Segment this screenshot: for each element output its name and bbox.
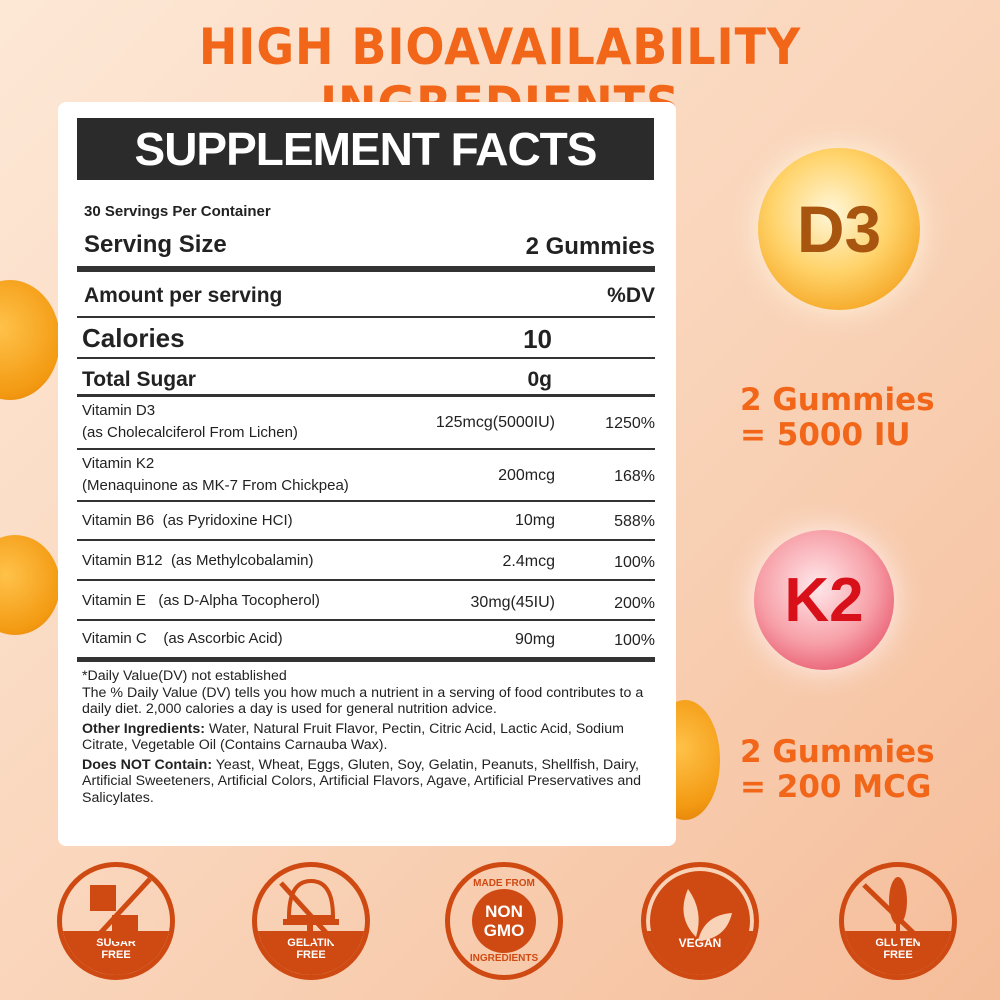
gluten-free-badge: GLUTENFREE	[839, 862, 957, 980]
nutrient-dv: 100%	[614, 632, 655, 649]
divider	[77, 448, 655, 450]
nutrient-name: Vitamin B6 (as Pyridoxine HCI)	[82, 512, 293, 529]
footnote-text: The % Daily Value (DV) tells you how muc…	[82, 684, 644, 718]
nutrient-name: Vitamin K2	[82, 455, 155, 472]
k2-sphere: K2	[754, 530, 894, 670]
divider	[77, 539, 655, 541]
sugar-label: Total Sugar	[82, 368, 196, 391]
servings-per-container: 30 Servings Per Container	[84, 203, 271, 220]
nutrient-name: Vitamin E (as D-Alpha Tocopherol)	[82, 592, 320, 609]
divider	[77, 316, 655, 318]
nutrient-dv: 200%	[614, 595, 655, 612]
sugar-value: 0g	[527, 368, 552, 391]
does-not-contain: Does NOT Contain: Yeast, Wheat, Eggs, Gl…	[82, 757, 662, 807]
nutrient-name: Vitamin D3	[82, 402, 156, 419]
sugar-cubes-crossed-icon	[80, 877, 152, 955]
orange-fruit-image	[0, 280, 60, 400]
nutrient-source: (Menaquinone as MK-7 From Chickpea)	[82, 477, 349, 494]
d3-dosage-line1: 2 Gummies	[740, 382, 935, 418]
badge-text: FREE	[296, 949, 326, 961]
gelatin-crossed-icon	[279, 878, 343, 951]
other-ingredients-label: Other Ingredients:	[82, 720, 205, 737]
nutrient-name: Vitamin C (as Ascorbic Acid)	[82, 630, 283, 647]
d3-dosage-line2: = 5000 IU	[740, 417, 911, 453]
serving-size-value: 2 Gummies	[525, 233, 655, 260]
divider	[77, 657, 655, 662]
badge-text: NON	[485, 902, 523, 921]
footnote-dv: *Daily Value(DV) not established	[82, 668, 287, 684]
does-not-contain-label: Does NOT Contain:	[82, 756, 213, 773]
divider	[77, 500, 655, 502]
dv-label: %DV	[607, 284, 655, 307]
wheat-crossed-icon	[862, 877, 930, 949]
nutrient-amount: 30mg(45IU)	[470, 594, 555, 611]
k2-dosage-line2: = 200 MCG	[740, 769, 932, 805]
supplement-facts-panel: SUPPLEMENT FACTS 30 Servings Per Contain…	[58, 102, 676, 846]
leaf-icon	[683, 889, 732, 941]
does-not-contain-text: Yeast, Wheat, Eggs, Gluten, Soy, Gelatin…	[82, 756, 642, 806]
divider	[77, 619, 655, 621]
badge-text: MADE FROM	[473, 878, 535, 889]
badge-text: FREE	[101, 949, 131, 961]
k2-dosage-line1: 2 Gummies	[740, 734, 935, 770]
divider	[77, 266, 655, 272]
nutrient-amount: 2.4mcg	[502, 553, 555, 570]
divider	[77, 357, 655, 359]
d3-dosage: 2 Gummies = 5000 IU	[740, 383, 935, 453]
nutrient-amount: 200mcg	[498, 467, 555, 484]
nutrient-dv: 168%	[614, 468, 655, 485]
other-ingredients: Other Ingredients: Water, Natural Fruit …	[82, 721, 662, 754]
calories-value: 10	[523, 324, 552, 354]
amount-label: Amount per serving	[84, 284, 283, 307]
footnotes: *Daily Value(DV) not established The % D…	[82, 668, 662, 809]
nutrient-amount: 10mg	[514, 512, 555, 529]
other-ingredients-text: Water, Natural Fruit Flavor, Pectin, Cit…	[82, 720, 624, 754]
nutrient-amount: 125mcg(5000IU)	[435, 414, 555, 431]
orange-slice-image	[0, 535, 60, 635]
k2-label: K2	[784, 565, 864, 635]
non-gmo-badge: MADE FROM NON GMO INGREDIENTS	[445, 862, 563, 980]
nutrient-name: Vitamin B12 (as Methylcobalamin)	[82, 552, 314, 569]
divider	[77, 579, 655, 581]
nutrient-dv: 588%	[614, 513, 655, 530]
serving-size-label: Serving Size	[84, 231, 227, 258]
divider	[77, 394, 655, 397]
calories-label: Calories	[82, 323, 185, 353]
badge-text: FREE	[883, 949, 913, 961]
sugar-free-badge: SUGAR FREE	[57, 862, 175, 980]
d3-label: D3	[796, 192, 882, 266]
badge-text: INGREDIENTS	[469, 953, 539, 964]
nutrient-amount: 90mg	[514, 631, 555, 648]
nutrient-source: (as Cholecalciferol From Lichen)	[82, 424, 298, 441]
facts-header: SUPPLEMENT FACTS	[77, 118, 654, 180]
nutrient-dv: 1250%	[605, 415, 655, 432]
badge-text: GMO	[483, 921, 525, 940]
d3-sphere: D3	[758, 148, 920, 310]
non-gmo-icon: NON GMO	[472, 889, 536, 953]
vegan-badge: VEGAN	[641, 862, 759, 980]
nutrient-dv: 100%	[614, 554, 655, 571]
k2-dosage: 2 Gummies = 200 MCG	[740, 735, 935, 805]
gelatin-free-badge: GELATINFREE	[252, 862, 370, 980]
